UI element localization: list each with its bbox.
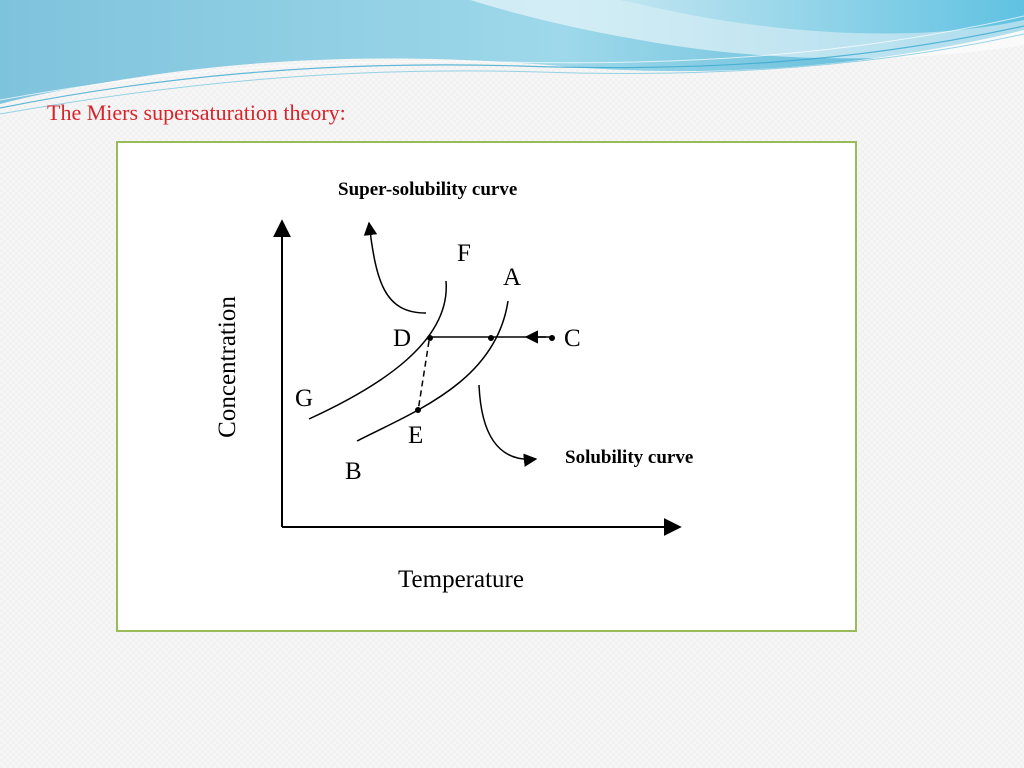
- point-d-marker: [427, 335, 433, 341]
- label-g: G: [295, 385, 313, 412]
- super-solubility-pointer-arrow: [363, 221, 427, 314]
- solubility-curve: [356, 300, 509, 442]
- point-e-marker: [415, 407, 421, 413]
- super-solubility-label: Super-solubility curve: [338, 179, 517, 200]
- x-axis-label: Temperature: [398, 566, 524, 593]
- supersaturation-diagram: Super-solubility curve Solubility curve …: [214, 179, 693, 593]
- super-solubility-curve: [308, 280, 447, 420]
- point-on-solubility-marker: [488, 335, 494, 341]
- diagram-frame: [116, 141, 857, 632]
- header-wave-decoration: [0, 0, 1024, 115]
- label-f: F: [457, 240, 471, 267]
- label-c: C: [564, 325, 581, 352]
- solubility-pointer-arrow: [478, 384, 538, 467]
- label-b: B: [345, 458, 362, 485]
- label-e: E: [408, 422, 423, 449]
- y-axis-label: Concentration: [214, 296, 241, 438]
- label-a: A: [503, 264, 521, 291]
- label-d: D: [393, 325, 411, 352]
- point-c-marker: [549, 335, 555, 341]
- crystallization-path-dashed: [417, 340, 430, 412]
- solubility-label: Solubility curve: [565, 447, 693, 468]
- slide-title: The Miers supersaturation theory:: [47, 100, 346, 125]
